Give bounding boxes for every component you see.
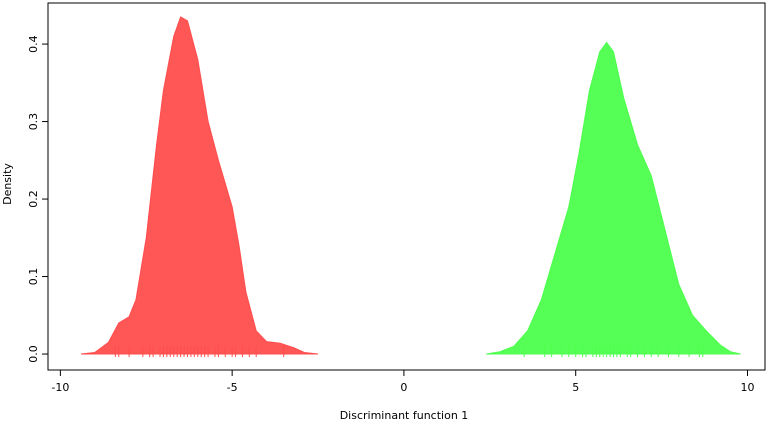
density-area	[80, 16, 319, 355]
y-tick-label: 0.0	[27, 345, 40, 363]
x-tick-label: -5	[227, 381, 238, 394]
x-axis-label: Discriminant function 1	[340, 409, 469, 422]
density-area	[486, 41, 741, 355]
y-tick-label: 0.3	[27, 113, 40, 130]
y-tick-label: 0.2	[27, 190, 40, 208]
y-axis-label: Density	[1, 163, 14, 205]
y-tick-label: 0.1	[27, 268, 40, 286]
x-tick-label: -10	[51, 381, 69, 394]
y-tick-label: 0.4	[27, 35, 40, 53]
x-tick-label: 5	[572, 381, 579, 394]
x-tick-label: 0	[400, 381, 407, 394]
x-tick-label: 10	[740, 381, 754, 394]
plot-box	[47, 2, 766, 371]
